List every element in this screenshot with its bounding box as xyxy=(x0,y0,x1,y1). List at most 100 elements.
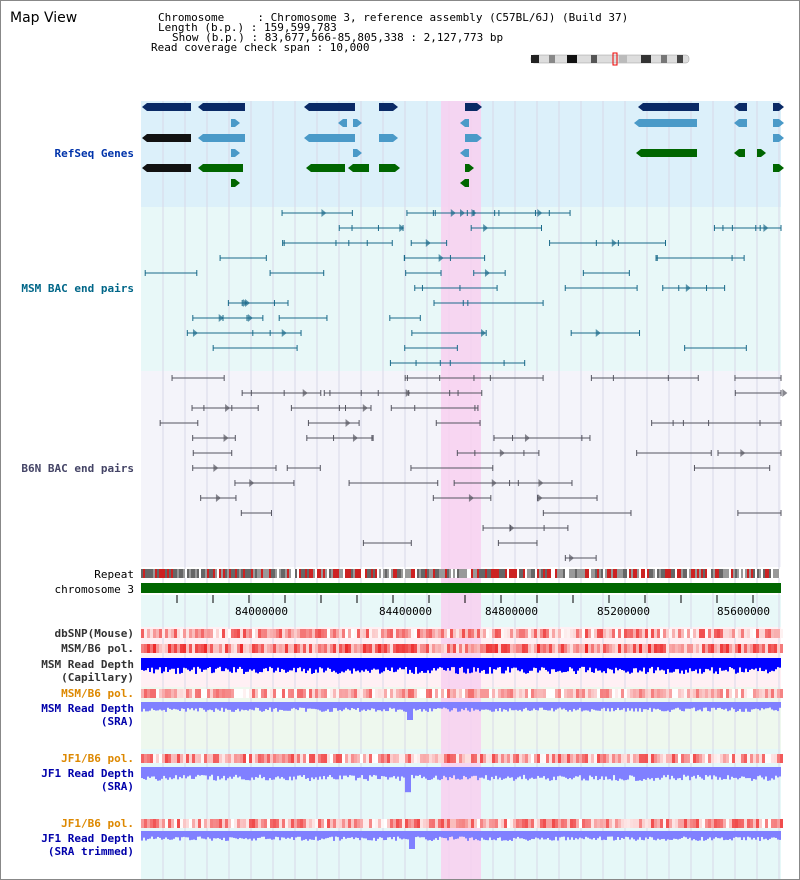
read-depth-bar xyxy=(319,767,321,777)
read-depth-bar xyxy=(203,658,205,670)
polymorphism-cell xyxy=(513,689,516,698)
read-depth-bar xyxy=(501,767,503,780)
read-depth-bar xyxy=(651,702,653,712)
polymorphism-cell xyxy=(759,689,762,698)
polymorphism-cell xyxy=(714,754,717,763)
polymorphism-cell xyxy=(228,754,231,763)
polymorphism-cell xyxy=(258,819,261,828)
read-depth-bar xyxy=(439,831,441,837)
polymorphism-cell xyxy=(477,629,480,638)
read-depth-bar xyxy=(433,658,435,669)
polymorphism-cell xyxy=(759,754,762,763)
polymorphism-cell xyxy=(573,629,576,638)
read-depth-bar xyxy=(551,658,553,670)
read-depth-bar xyxy=(749,658,751,670)
polymorphism-cell xyxy=(366,629,369,638)
read-depth-bar xyxy=(459,658,461,668)
read-depth-bar xyxy=(291,831,293,838)
polymorphism-cell xyxy=(456,754,459,763)
read-depth-bar xyxy=(167,767,169,780)
read-depth-bar xyxy=(727,767,729,776)
polymorphism-cell xyxy=(204,644,207,653)
gene-arrow xyxy=(734,119,739,127)
ideogram-band xyxy=(619,55,627,63)
polymorphism-cell xyxy=(675,819,678,828)
read-depth-bar xyxy=(509,702,511,709)
track-label-refseq[interactable]: RefSeq Genes xyxy=(54,147,134,160)
read-depth-bar xyxy=(325,658,327,671)
read-depth-bar xyxy=(215,831,217,839)
read-depth-bar xyxy=(285,702,287,711)
polymorphism-cell xyxy=(468,689,471,698)
read-depth-bar xyxy=(383,767,385,777)
read-depth-bar xyxy=(753,702,755,710)
polymorphism-cell xyxy=(381,819,384,828)
read-depth-bar xyxy=(607,767,609,780)
polymorphism-cell xyxy=(363,629,366,638)
polymorphism-cell xyxy=(219,644,222,653)
polymorphism-cell xyxy=(288,754,291,763)
read-depth-bar xyxy=(305,831,307,840)
read-depth-bar xyxy=(583,658,585,667)
read-depth-bar xyxy=(777,767,779,778)
polymorphism-cell xyxy=(273,644,276,653)
read-depth-bar xyxy=(497,831,499,839)
repeat-element xyxy=(557,569,559,578)
polymorphism-cell xyxy=(141,754,144,763)
polymorphism-cell xyxy=(258,629,261,638)
read-depth-bar xyxy=(713,658,715,674)
polymorphism-cell xyxy=(621,754,624,763)
read-depth-bar xyxy=(269,831,271,839)
polymorphism-cell xyxy=(201,819,204,828)
polymorphism-cell xyxy=(729,629,732,638)
read-depth-bar xyxy=(425,658,427,673)
polymorphism-cell xyxy=(729,754,732,763)
read-depth-bar xyxy=(715,767,717,777)
track-label-b6n-bac[interactable]: B6N BAC end pairs xyxy=(21,462,134,475)
read-depth-bar xyxy=(221,831,223,841)
repeat-element xyxy=(695,569,697,578)
read-depth-bar xyxy=(485,702,487,710)
polymorphism-cell xyxy=(321,754,324,763)
read-depth-bar xyxy=(165,658,167,668)
polymorphism-cell xyxy=(681,644,684,653)
polymorphism-cell xyxy=(144,819,147,828)
read-depth-bar xyxy=(591,702,593,710)
read-depth-bar xyxy=(287,767,289,781)
repeat-element xyxy=(455,569,457,578)
repeat-element xyxy=(717,569,719,578)
read-depth-bar xyxy=(219,767,221,780)
read-depth-bar xyxy=(681,831,683,838)
polymorphism-cell xyxy=(441,644,444,653)
read-depth-bar xyxy=(515,767,517,780)
read-depth-bar xyxy=(509,658,511,673)
read-depth-bar xyxy=(245,767,247,781)
read-depth-bar xyxy=(585,767,587,781)
polymorphism-cell xyxy=(453,644,456,653)
polymorphism-cell xyxy=(696,629,699,638)
ideogram-band xyxy=(549,55,555,63)
polymorphism-cell xyxy=(684,819,687,828)
polymorphism-cell xyxy=(345,644,348,653)
read-depth-bar xyxy=(213,702,215,712)
read-depth-bar xyxy=(275,702,277,708)
polymorphism-cell xyxy=(534,819,537,828)
read-depth-bar xyxy=(429,767,431,780)
polymorphism-cell xyxy=(702,644,705,653)
read-depth-bar xyxy=(673,702,675,710)
repeat-element xyxy=(349,569,351,578)
read-depth-bar xyxy=(383,658,385,672)
track-label-msm-bac[interactable]: MSM BAC end pairs xyxy=(21,282,134,295)
polymorphism-cell xyxy=(348,629,351,638)
read-depth-bar xyxy=(295,702,297,710)
gene-feature xyxy=(203,103,245,111)
polymorphism-cell xyxy=(159,689,162,698)
read-depth-bar xyxy=(571,658,573,669)
polymorphism-cell xyxy=(501,629,504,638)
polymorphism-cell xyxy=(762,629,765,638)
polymorphism-cell xyxy=(507,629,510,638)
polymorphism-cell xyxy=(321,644,324,653)
read-depth-bar xyxy=(345,658,347,671)
polymorphism-cell xyxy=(234,644,237,653)
